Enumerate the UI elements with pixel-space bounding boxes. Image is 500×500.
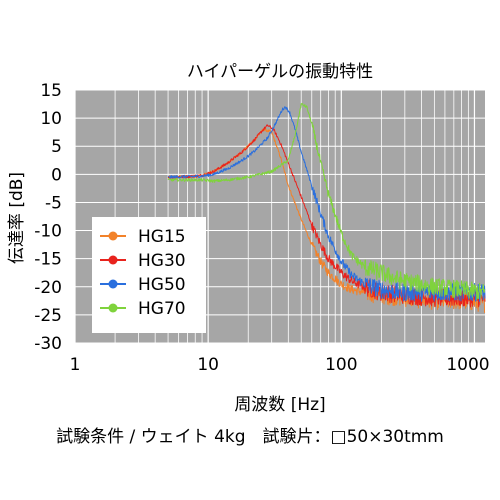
series-line-hg15 [167,128,486,314]
y-tick-label: 15 [40,81,62,101]
y-tick-label: 10 [40,109,62,129]
y-tick-label: -5 [45,193,62,213]
x-tick-label: 100 [325,355,357,375]
series-line-hg70 [167,102,486,301]
y-tick-label: 0 [51,165,62,185]
legend-marker [108,255,118,265]
y-tick-label: -30 [34,334,62,354]
legend-label: HG15 [138,227,186,247]
y-tick-label: -15 [34,250,62,270]
chart-title: ハイパーゲルの振動特性 [187,62,373,82]
legend-label: HG50 [138,275,186,295]
legend-marker [108,279,118,289]
x-tick-label: 10 [197,355,219,375]
legend-label: HG30 [138,251,186,271]
y-tick-label: 5 [51,137,62,157]
x-axis-label: 周波数 [Hz] [234,395,325,415]
y-tick-label: -20 [34,278,62,298]
test-conditions-note: 試験条件 / ウェイト 4kg 試験片：□50×30tmm [56,427,444,447]
series-lines [167,102,486,314]
y-tick-label: -25 [34,306,62,326]
legend-marker [108,303,118,313]
legend-label: HG70 [138,299,186,319]
x-tick-label: 1000 [446,355,489,375]
tick-labels: 15 10 5 0 -5 -10 -15 -20 -25 -30 1 10 100 1000 [34,81,489,375]
y-tick-label: -10 [34,222,62,242]
y-axis-label: 伝達率 [dB] [7,172,27,264]
x-tick-label: 1 [70,355,81,375]
legend: HG15 HG30 HG50 HG70 [92,217,206,333]
legend-marker [108,231,118,241]
